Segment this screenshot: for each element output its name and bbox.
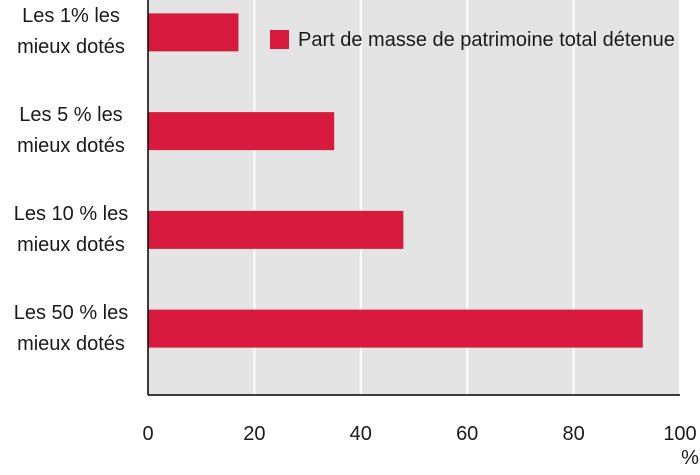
- bar: [148, 112, 335, 151]
- y-tick-label: Les 50 % les mieux dotés: [13, 301, 129, 355]
- y-tick-label: Les 1% les mieux dotés: [17, 5, 125, 59]
- y-tick-label: Les 10 % les mieux dotés: [13, 202, 129, 256]
- x-unit: %: [681, 447, 699, 469]
- y-tick-label: Les 5 % les mieux dotés: [17, 104, 125, 158]
- bar: [148, 13, 239, 52]
- legend-label: Part de masse de patrimoine total détenu…: [298, 29, 675, 51]
- x-tick-label: 40: [350, 423, 372, 445]
- x-tick-label: 60: [456, 423, 478, 445]
- legend-swatch: [270, 30, 289, 49]
- bar: [148, 210, 404, 249]
- x-tick-label: 0: [142, 423, 153, 445]
- x-tick-label: 80: [562, 423, 584, 445]
- x-tick-label: 100: [663, 423, 696, 445]
- bar: [148, 309, 643, 348]
- x-tick-label: 20: [243, 423, 265, 445]
